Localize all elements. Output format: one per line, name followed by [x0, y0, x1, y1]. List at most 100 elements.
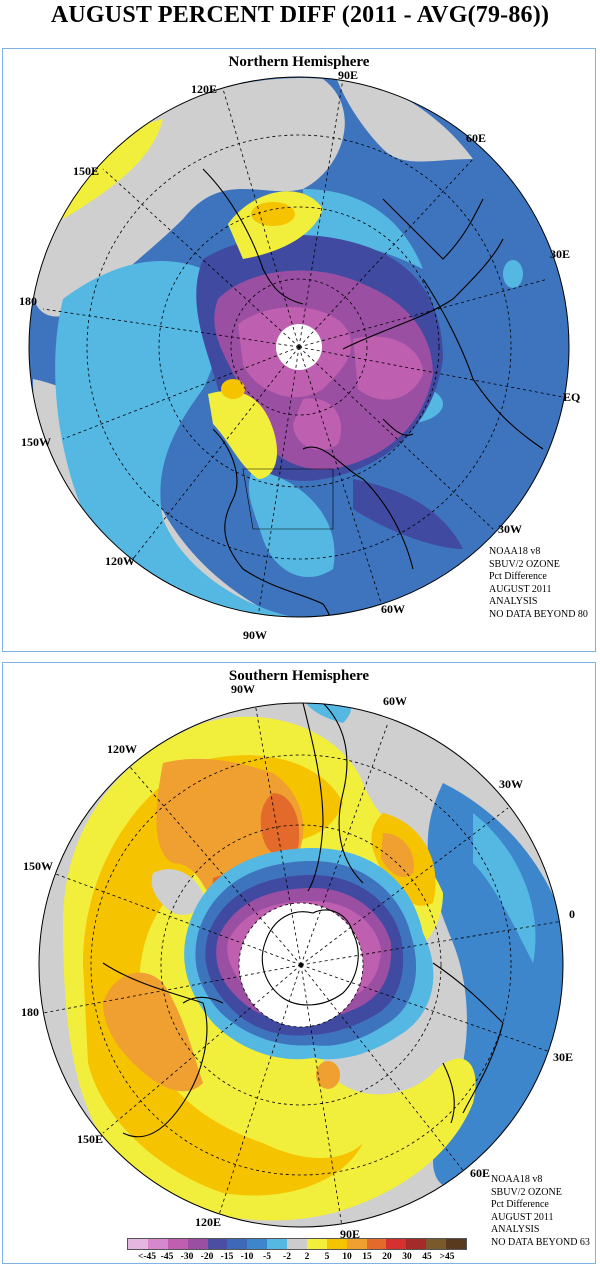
lon-label-30w: 30W — [499, 777, 523, 791]
info-line: AUGUST 2011 — [491, 1211, 554, 1223]
legend-swatch — [227, 1239, 248, 1249]
gray-region-nw — [30, 78, 345, 317]
gold-region — [83, 755, 363, 1196]
south-pole-marker — [299, 963, 303, 967]
coastlines — [202, 168, 544, 617]
legend-swatch — [147, 1239, 168, 1249]
lon-label-30e: 30E — [553, 1050, 574, 1064]
lon-label-0: 0 — [569, 907, 575, 921]
info-line: Pct Difference — [489, 571, 547, 582]
lon-label-90w: 90W — [231, 682, 255, 696]
lon-label-90e: 90E — [338, 68, 359, 82]
legend-label: 15 — [362, 1252, 372, 1262]
legend-swatch — [326, 1239, 347, 1249]
lightblue-region-top — [303, 703, 351, 723]
legend-label: -30 — [180, 1252, 194, 1262]
info-block: NOAA18 v8 SBUV/2 OZONE Pct Difference AU… — [491, 1174, 590, 1249]
main-title: AUGUST PERCENT DIFF (2011 - AVG(79-86)) — [50, 2, 550, 28]
lon-label-eq: EQ — [563, 390, 581, 404]
orange-spot-south — [316, 1061, 340, 1089]
legend-label: -45 — [160, 1252, 174, 1262]
lon-label-90e: 90E — [340, 1227, 361, 1241]
legend-label: >45 — [439, 1252, 455, 1262]
hemisphere-outline — [38, 702, 564, 1228]
lon-label-30w: 30W — [498, 522, 522, 536]
info-line: SBUV/2 OZONE — [489, 558, 560, 570]
coastlines — [102, 703, 504, 1138]
legend-swatch — [128, 1239, 148, 1249]
graticule — [42, 703, 563, 1227]
lon-label-120w: 120W — [107, 742, 137, 756]
legend-swatch — [366, 1239, 387, 1249]
legend-swatch — [187, 1239, 208, 1249]
graticule — [42, 78, 564, 617]
lon-label-120w: 120W — [105, 554, 135, 568]
legend-label: 5 — [324, 1252, 330, 1262]
legend-label: 45 — [422, 1252, 432, 1262]
legend-swatch — [306, 1239, 327, 1249]
legend-label: -15 — [220, 1252, 234, 1262]
legend-label: <-45 — [137, 1252, 157, 1262]
lon-label-120e: 120E — [195, 1215, 222, 1229]
magenta-region-e — [353, 336, 423, 400]
lon-label-30e: 30E — [550, 247, 571, 261]
northern-hemisphere-map — [28, 76, 570, 618]
legend-label: -5 — [263, 1252, 271, 1262]
orange-region-west — [103, 972, 203, 1092]
legend-swatch — [287, 1239, 307, 1249]
redorange-region-north — [260, 793, 300, 857]
info-line: NO DATA BEYOND 63 — [491, 1236, 590, 1248]
lon-label-60w: 60W — [381, 602, 405, 616]
lon-label-60e: 60E — [470, 1166, 491, 1180]
panel-title: Southern Hemisphere — [228, 668, 370, 684]
legend-swatch — [406, 1239, 427, 1249]
yellow-region-alaska — [208, 390, 278, 479]
southern-hemisphere-panel: Southern Hemisphere 90W 60W 120W 30W 150… — [2, 662, 596, 1264]
lon-label-150w: 150W — [23, 859, 53, 873]
legend-label: -10 — [240, 1252, 254, 1262]
legend-swatch — [346, 1239, 367, 1249]
gray-patch — [151, 869, 203, 915]
info-line: ANALYSIS — [489, 596, 538, 607]
lon-label-60w: 60W — [383, 694, 407, 708]
orange-region-east — [381, 833, 414, 878]
legend-swatch — [247, 1239, 268, 1249]
lightblue-region-s — [248, 469, 335, 578]
lon-label-60e: 60E — [466, 131, 487, 145]
lightblue-region-w — [55, 261, 303, 617]
legend-swatch — [426, 1239, 446, 1249]
lon-label-150e: 150E — [77, 1132, 104, 1146]
info-line: NOAA18 v8 — [491, 1174, 543, 1185]
lon-label-180: 180 — [19, 294, 37, 308]
info-line: ANALYSIS — [491, 1224, 540, 1235]
info-line: NOAA18 v8 — [489, 546, 541, 557]
lon-label-180: 180 — [21, 1005, 39, 1019]
legend-color-bar — [127, 1238, 467, 1250]
southern-hemisphere-map — [38, 702, 564, 1228]
legend-swatch — [267, 1239, 287, 1249]
northern-hemisphere-panel: Northern Hemisphere 90E 120E 60E 150E 30… — [2, 48, 596, 652]
gold-spot-alaska — [221, 379, 245, 399]
legend-swatch — [446, 1239, 466, 1249]
lon-label-150w: 150W — [21, 435, 51, 449]
info-line: AUGUST 2011 — [489, 583, 552, 595]
gray-region-ne — [333, 77, 473, 162]
legend-label: 30 — [402, 1252, 412, 1262]
gold-spot-siberia — [251, 202, 295, 226]
navy-tongue — [353, 479, 463, 549]
lon-label-150e: 150E — [73, 164, 100, 178]
legend-label: 20 — [382, 1252, 392, 1262]
lon-label-120e: 120E — [191, 82, 218, 96]
lightblue-region-east — [473, 813, 536, 963]
hemisphere-outline — [28, 76, 570, 618]
info-line: SBUV/2 OZONE — [491, 1186, 562, 1198]
legend-label: -2 — [283, 1252, 291, 1262]
lon-label-90w: 90W — [243, 628, 267, 642]
legend-label: 2 — [304, 1252, 310, 1262]
legend-swatch — [386, 1239, 407, 1249]
info-line: Pct Difference — [491, 1199, 549, 1210]
legend-label: -20 — [200, 1252, 214, 1262]
info-line: NO DATA BEYOND 80 — [489, 608, 588, 620]
legend-swatch — [207, 1239, 228, 1249]
panel-title: Northern Hemisphere — [228, 54, 370, 70]
